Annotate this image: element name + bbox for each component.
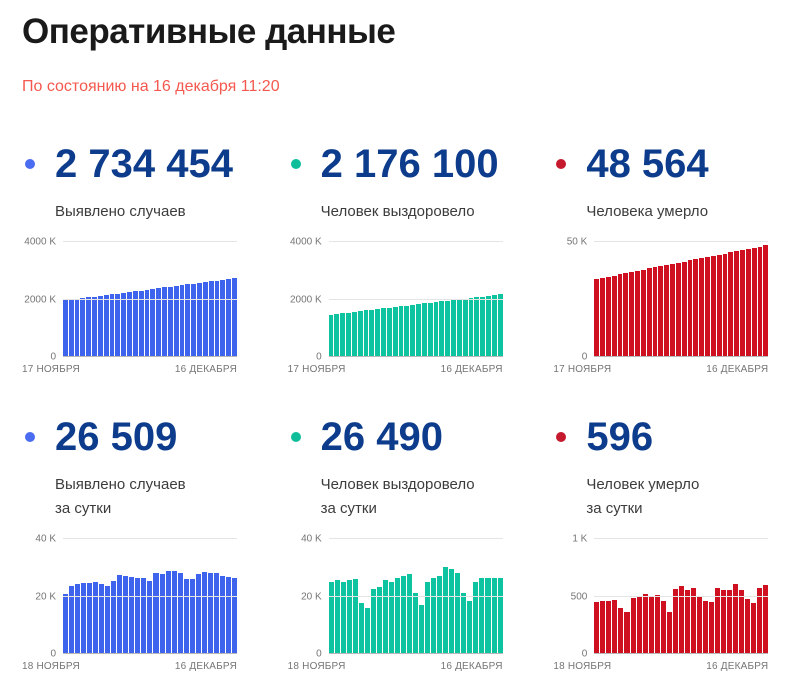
stat-value: 2 734 454 [55, 142, 233, 186]
x-axis: 18 НОЯБРЯ 16 ДЕКАБРЯ [553, 661, 769, 672]
stat-label: Человека умерло [586, 203, 709, 220]
stat-label: Человек умерло за сутки [586, 476, 700, 517]
bars [594, 539, 769, 654]
stat-value: 596 [586, 415, 654, 459]
x-axis: 17 НОЯБРЯ 16 ДЕКАБРЯ [287, 364, 503, 375]
bars [328, 242, 503, 357]
stat-card-total-recovered: 2 176 100 Человек выздоровело 4000 K 2000… [288, 140, 524, 375]
stat-value: 48 564 [586, 142, 709, 186]
chart-plot[interactable] [63, 241, 237, 357]
bullet-dot-icon [25, 159, 35, 169]
bars [594, 242, 769, 357]
chart-plot[interactable] [594, 241, 769, 357]
stat-card-daily-cases: 26 509 Выявлено случаев за сутки 40 K 20 K… [22, 413, 258, 672]
bars [63, 242, 237, 357]
stat-value: 26 490 [320, 415, 443, 459]
y-axis: 1 K 500 0 [570, 533, 588, 660]
bullet-dot-icon [556, 432, 567, 442]
stat-value: 2 176 100 [320, 142, 499, 186]
stat-value: 26 509 [55, 415, 178, 459]
x-axis: 17 НОЯБРЯ 16 ДЕКАБРЯ [22, 364, 237, 375]
x-axis: 18 НОЯБРЯ 16 ДЕКАБРЯ [22, 661, 237, 672]
bullet-dot-icon [556, 159, 567, 169]
stat-label: Человек выздоровело за сутки [320, 476, 475, 517]
x-axis: 17 НОЯБРЯ 16 ДЕКАБРЯ [553, 364, 769, 375]
stat-label: Выявлено случаев [55, 203, 186, 220]
page-title: Оперативные данные [22, 12, 396, 51]
chart-plot[interactable] [328, 241, 503, 357]
chart-plot[interactable] [63, 538, 237, 654]
page-subtitle: По состоянию на 16 декабря 11:20 [22, 78, 280, 95]
chart-plot[interactable] [594, 538, 769, 654]
bars [328, 539, 503, 654]
bullet-dot-icon [290, 432, 301, 442]
bullet-dot-icon [290, 159, 301, 169]
bars [63, 539, 237, 654]
chart-plot[interactable] [328, 538, 503, 654]
x-axis: 18 НОЯБРЯ 16 ДЕКАБРЯ [287, 661, 503, 672]
dashboard: Оперативные данные По состоянию на 16 де… [22, 12, 789, 672]
stat-label: Человек выздоровело [320, 203, 475, 220]
stat-card-daily-deaths: 596 Человек умерло за сутки 1 K 500 0 18 НО… [553, 413, 789, 672]
bullet-dot-icon [25, 432, 35, 442]
chart-daily-deaths: 1 K 500 0 18 НОЯБРЯ 16 ДЕКАБРЯ [553, 533, 769, 672]
stat-label: Выявлено случаев за сутки [55, 476, 186, 517]
